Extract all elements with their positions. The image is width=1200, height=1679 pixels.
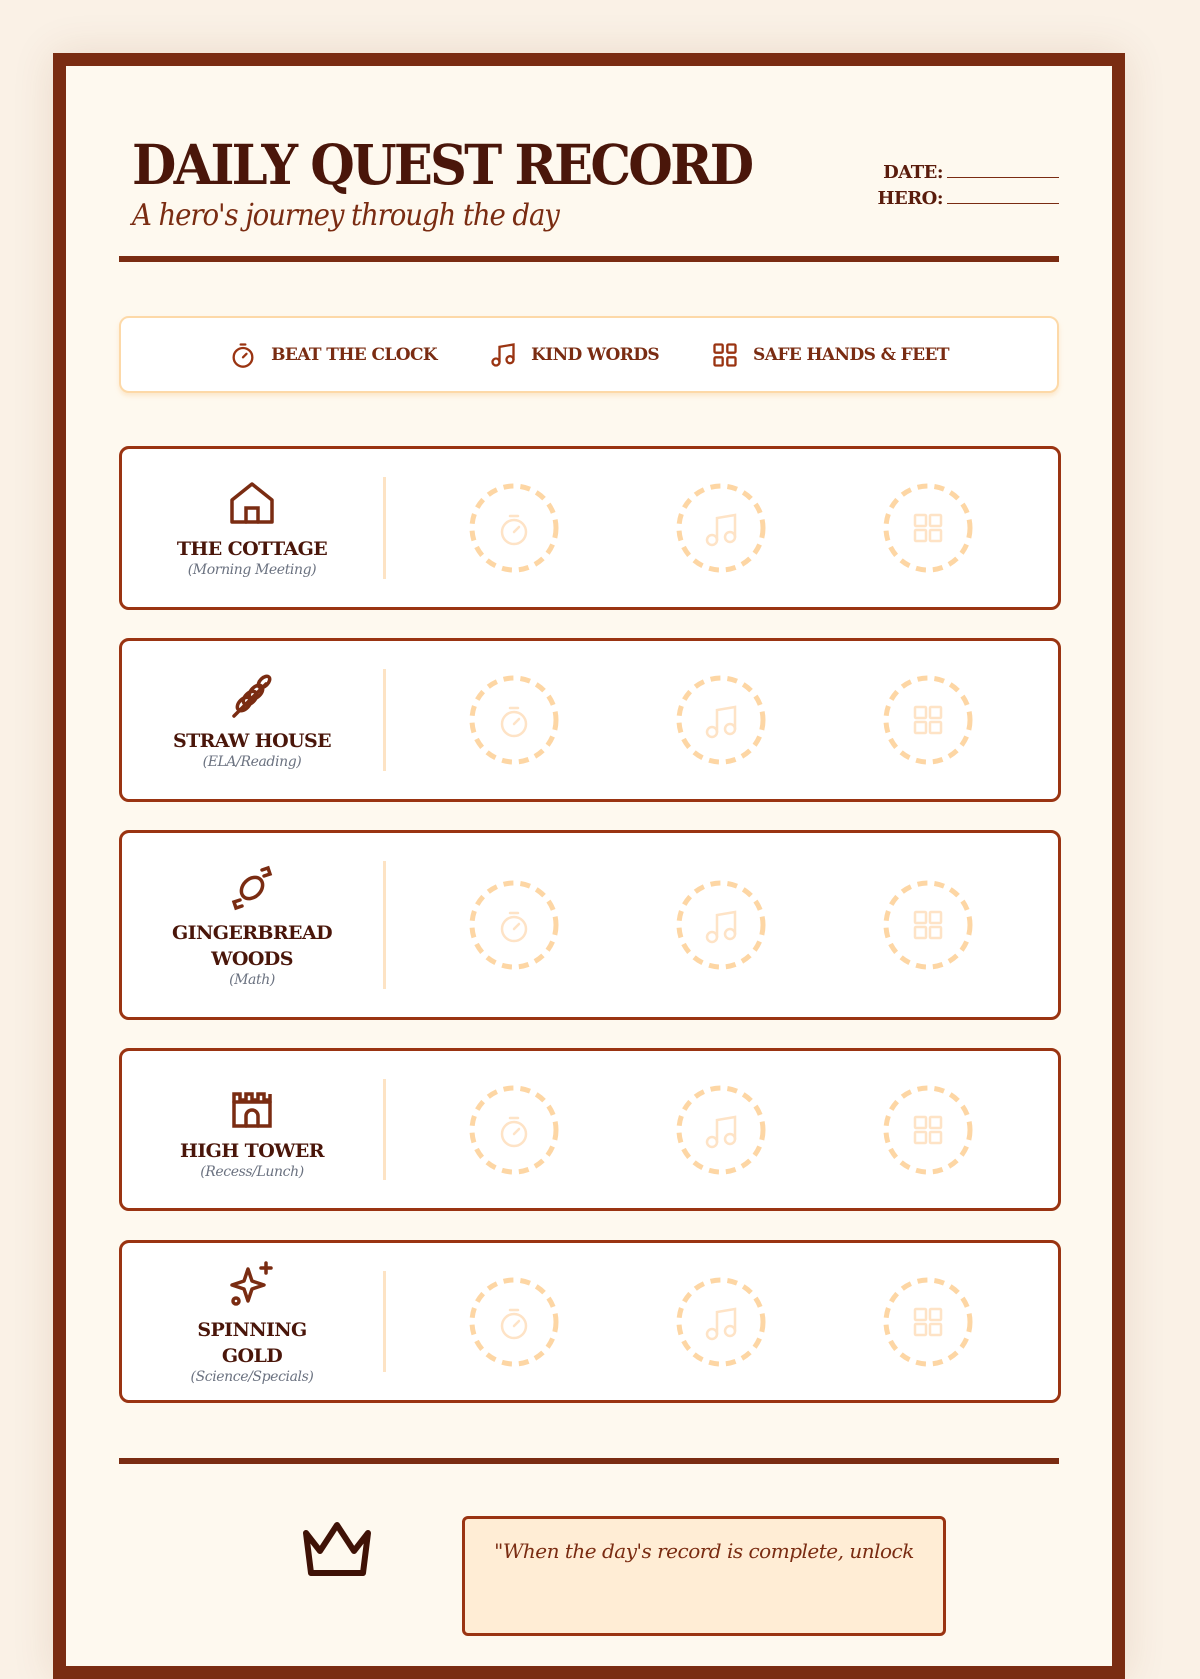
zone-name: SPINNING GOLD bbox=[197, 1318, 307, 1367]
house-icon bbox=[230, 482, 274, 524]
stamp-slot-safe-hands-feet[interactable] bbox=[882, 674, 974, 766]
zone-row: SPINNING GOLD (Science/Specials) bbox=[119, 1240, 1061, 1403]
grid-icon bbox=[883, 1085, 973, 1174]
stamp-slot-kind-words[interactable] bbox=[675, 482, 767, 574]
music-note-icon bbox=[676, 483, 766, 573]
music-note-icon bbox=[676, 1085, 766, 1174]
zone-row: STRAW HOUSE (ELA/Reading) bbox=[119, 638, 1061, 802]
date-field[interactable]: DATE: bbox=[877, 160, 1059, 186]
music-note-icon bbox=[676, 675, 766, 765]
quote-box: "When the day's record is complete, unlo… bbox=[462, 1516, 946, 1636]
zone-label: STRAW HOUSE (ELA/Reading) bbox=[122, 641, 382, 799]
stopwatch-icon bbox=[469, 1085, 559, 1174]
sparkles-icon bbox=[230, 1260, 273, 1306]
stamp-slot-beat-the-clock[interactable] bbox=[468, 482, 560, 574]
castle-icon bbox=[232, 1091, 272, 1128]
grid-icon bbox=[713, 342, 737, 367]
zone-subject: (Recess/Lunch) bbox=[200, 1163, 304, 1180]
stamp-slot-beat-the-clock[interactable] bbox=[468, 1276, 560, 1368]
grid-icon bbox=[883, 1277, 973, 1366]
quest-sheet: DAILY QUEST RECORD A hero's journey thro… bbox=[53, 53, 1125, 1679]
wheat-icon bbox=[232, 674, 272, 718]
date-label: DATE: bbox=[883, 162, 943, 183]
zone-label: GINGERBREAD WOODS (Math) bbox=[122, 833, 382, 1017]
legend-label: BEAT THE CLOCK bbox=[271, 344, 438, 365]
hero-label: HERO: bbox=[877, 188, 943, 209]
legend-label: KIND WORDS bbox=[531, 344, 660, 365]
grid-icon bbox=[883, 483, 973, 573]
quote-text: "When the day's record is complete, unlo… bbox=[494, 1539, 914, 1563]
header-divider bbox=[119, 256, 1059, 262]
legend-item-safe-hands: SAFE HANDS & FEET bbox=[711, 341, 949, 369]
stamp-slot-kind-words[interactable] bbox=[675, 1276, 767, 1368]
grid-icon bbox=[883, 880, 973, 970]
zone-label: THE COTTAGE (Morning Meeting) bbox=[122, 449, 382, 607]
zone-row: THE COTTAGE (Morning Meeting) bbox=[119, 446, 1061, 610]
legend-label: SAFE HANDS & FEET bbox=[753, 344, 949, 365]
footer-divider bbox=[119, 1458, 1059, 1464]
column-divider bbox=[383, 861, 386, 989]
zone-label: SPINNING GOLD (Science/Specials) bbox=[122, 1243, 382, 1400]
stamp-slot-beat-the-clock[interactable] bbox=[468, 879, 560, 971]
column-divider bbox=[383, 1271, 386, 1372]
stopwatch-icon bbox=[469, 675, 559, 765]
crown-icon bbox=[303, 1522, 371, 1576]
candy-icon bbox=[231, 865, 273, 911]
column-divider bbox=[383, 669, 386, 771]
stamp-slot-kind-words[interactable] bbox=[675, 1084, 767, 1176]
zone-subject: (ELA/Reading) bbox=[202, 754, 302, 770]
music-note-icon bbox=[491, 342, 515, 367]
zone-name: STRAW HOUSE bbox=[172, 730, 332, 752]
meta-fields: DATE: HERO: bbox=[877, 160, 1059, 212]
page-title: DAILY QUEST RECORD bbox=[132, 132, 754, 197]
stamp-slot-safe-hands-feet[interactable] bbox=[882, 1084, 974, 1176]
hero-field[interactable]: HERO: bbox=[877, 186, 1059, 212]
stamp-slot-beat-the-clock[interactable] bbox=[468, 1084, 560, 1176]
legend-item-kind-words: KIND WORDS bbox=[489, 341, 660, 369]
stopwatch-icon bbox=[232, 342, 254, 368]
zone-name: GINGERBREAD WOODS bbox=[172, 922, 333, 970]
hero-blank[interactable] bbox=[947, 189, 1059, 204]
zone-row: HIGH TOWER (Recess/Lunch) bbox=[119, 1048, 1061, 1211]
zone-subject: (Math) bbox=[229, 972, 275, 988]
page-subtitle: A hero's journey through the day bbox=[132, 198, 560, 233]
column-divider bbox=[383, 477, 386, 579]
stamp-slot-kind-words[interactable] bbox=[675, 879, 767, 971]
legend-bar: BEAT THE CLOCK KIND WORDS SAFE HANDS & F… bbox=[119, 316, 1059, 393]
zone-label: HIGH TOWER (Recess/Lunch) bbox=[122, 1051, 382, 1208]
stamp-slot-safe-hands-feet[interactable] bbox=[882, 1276, 974, 1368]
music-note-icon bbox=[676, 1277, 766, 1366]
legend-item-beat-the-clock: BEAT THE CLOCK bbox=[229, 341, 438, 369]
zone-row: GINGERBREAD WOODS (Math) bbox=[119, 830, 1061, 1020]
grid-icon bbox=[883, 675, 973, 765]
stopwatch-icon bbox=[469, 880, 559, 970]
music-note-icon bbox=[676, 880, 766, 970]
zone-name: HIGH TOWER bbox=[180, 1139, 325, 1162]
stopwatch-icon bbox=[469, 483, 559, 573]
stamp-slot-beat-the-clock[interactable] bbox=[468, 674, 560, 766]
stamp-slot-kind-words[interactable] bbox=[675, 674, 767, 766]
zone-subject: (Morning Meeting) bbox=[187, 562, 317, 578]
zone-subject: (Science/Specials) bbox=[190, 1368, 314, 1385]
stopwatch-icon bbox=[469, 1277, 559, 1366]
date-blank[interactable] bbox=[947, 163, 1059, 178]
zone-name: THE COTTAGE bbox=[176, 538, 328, 560]
stamp-slot-safe-hands-feet[interactable] bbox=[882, 879, 974, 971]
column-divider bbox=[383, 1079, 386, 1180]
stamp-slot-safe-hands-feet[interactable] bbox=[882, 482, 974, 574]
